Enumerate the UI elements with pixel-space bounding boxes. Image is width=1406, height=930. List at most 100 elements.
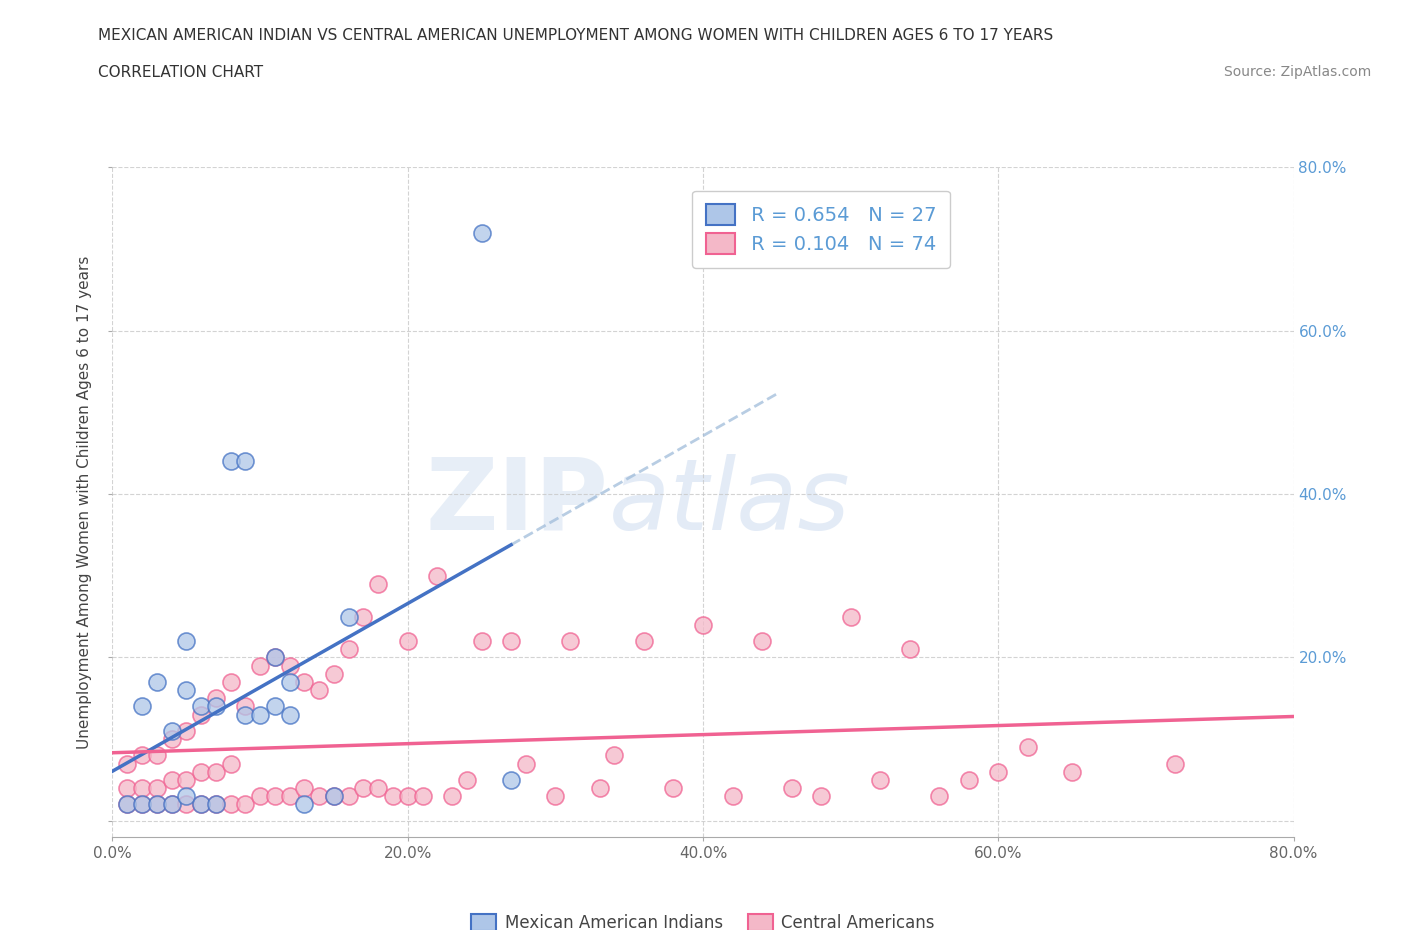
Point [174, 789, 197, 804]
Point [160, 797, 183, 812]
Point [396, 633, 419, 648]
Point [233, 707, 256, 722]
Point [367, 780, 389, 795]
Point [146, 748, 169, 763]
Point [558, 633, 582, 648]
Point [160, 797, 183, 812]
Point [308, 789, 330, 804]
Point [190, 797, 212, 812]
Point [898, 642, 921, 657]
Point [190, 699, 212, 714]
Text: atlas: atlas [609, 454, 851, 551]
Point [323, 789, 346, 804]
Point [205, 764, 228, 779]
Point [278, 658, 301, 673]
Point [367, 577, 389, 591]
Point [662, 780, 685, 795]
Point [721, 789, 744, 804]
Point [264, 650, 287, 665]
Point [323, 666, 346, 681]
Point [205, 797, 228, 812]
Point [233, 699, 256, 714]
Point [780, 780, 803, 795]
Point [131, 797, 153, 812]
Point [174, 683, 197, 698]
Point [292, 780, 315, 795]
Point [190, 797, 212, 812]
Point [117, 797, 138, 812]
Point [264, 650, 287, 665]
Point [278, 674, 301, 689]
Point [219, 674, 242, 689]
Point [382, 789, 405, 804]
Point [160, 732, 183, 747]
Point [146, 797, 169, 812]
Point [603, 748, 626, 763]
Text: MEXICAN AMERICAN INDIAN VS CENTRAL AMERICAN UNEMPLOYMENT AMONG WOMEN WITH CHILDR: MEXICAN AMERICAN INDIAN VS CENTRAL AMERI… [98, 28, 1053, 43]
Point [501, 773, 523, 788]
Point [264, 699, 287, 714]
Point [426, 568, 449, 583]
Point [190, 707, 212, 722]
Y-axis label: Unemployment Among Women with Children Ages 6 to 17 years: Unemployment Among Women with Children A… [77, 256, 93, 749]
Point [352, 780, 374, 795]
Point [146, 674, 169, 689]
Point [131, 797, 153, 812]
Text: ZIP: ZIP [426, 454, 609, 551]
Text: CORRELATION CHART: CORRELATION CHART [98, 65, 263, 80]
Point [205, 691, 228, 706]
Point [588, 780, 610, 795]
Point [751, 633, 773, 648]
Point [131, 780, 153, 795]
Point [1164, 756, 1187, 771]
Point [117, 780, 138, 795]
Point [292, 674, 315, 689]
Point [131, 699, 153, 714]
Point [501, 633, 523, 648]
Point [292, 797, 315, 812]
Point [219, 756, 242, 771]
Point [160, 724, 183, 738]
Text: Source: ZipAtlas.com: Source: ZipAtlas.com [1223, 65, 1371, 79]
Point [308, 683, 330, 698]
Point [544, 789, 567, 804]
Point [278, 707, 301, 722]
Point [957, 773, 980, 788]
Point [352, 609, 374, 624]
Point [233, 797, 256, 812]
Point [441, 789, 464, 804]
Point [174, 724, 197, 738]
Point [869, 773, 891, 788]
Point [1062, 764, 1084, 779]
Point [233, 454, 256, 469]
Point [219, 797, 242, 812]
Point [633, 633, 655, 648]
Point [205, 797, 228, 812]
Point [839, 609, 862, 624]
Point [987, 764, 1010, 779]
Point [396, 789, 419, 804]
Point [928, 789, 950, 804]
Point [515, 756, 537, 771]
Point [146, 780, 169, 795]
Point [117, 797, 138, 812]
Point [810, 789, 832, 804]
Point [174, 773, 197, 788]
Point [249, 789, 271, 804]
Point [411, 789, 433, 804]
Point [323, 789, 346, 804]
Point [692, 618, 714, 632]
Point [264, 789, 287, 804]
Point [456, 773, 478, 788]
Point [174, 633, 197, 648]
Point [249, 658, 271, 673]
Point [337, 642, 360, 657]
Point [190, 764, 212, 779]
Point [131, 748, 153, 763]
Point [205, 699, 228, 714]
Point [219, 454, 242, 469]
Point [278, 789, 301, 804]
Point [146, 797, 169, 812]
Point [337, 789, 360, 804]
Point [337, 609, 360, 624]
